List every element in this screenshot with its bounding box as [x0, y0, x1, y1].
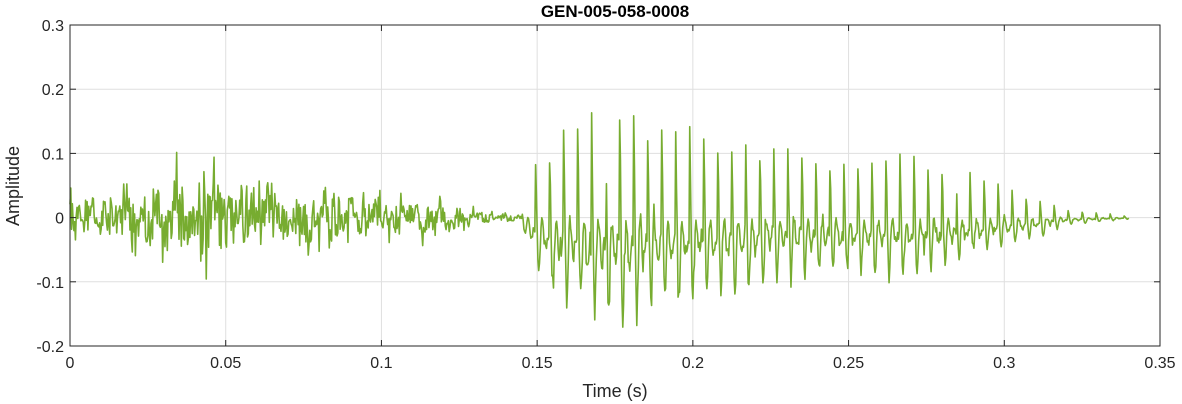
- x-tick-label: 0.1: [370, 355, 392, 372]
- x-axis: 0 0.05 0.1 0.15 0.2 0.25 0.3 0.35: [66, 25, 1176, 372]
- y-tick-label: -0.2: [36, 339, 64, 356]
- x-tick-label: 0.2: [682, 355, 704, 372]
- waveform-line: [69, 112, 1130, 328]
- y-tick-label: 0: [55, 211, 64, 228]
- y-axis: -0.2 -0.1 0 0.1 0.2 0.3: [36, 18, 1160, 356]
- x-tick-label: 0.35: [1144, 355, 1175, 372]
- x-tick-label: 0: [66, 355, 75, 372]
- chart-title: GEN-005-058-0008: [541, 2, 689, 21]
- x-tick-label: 0.3: [993, 355, 1015, 372]
- x-tick-label: 0.15: [522, 355, 553, 372]
- x-tick-label: 0.25: [833, 355, 864, 372]
- x-tick-label: 0.05: [210, 355, 241, 372]
- y-tick-label: -0.1: [36, 275, 64, 292]
- x-axis-label: Time (s): [582, 381, 647, 401]
- y-tick-label: 0.3: [42, 18, 64, 35]
- y-axis-label: Amplitude: [3, 146, 23, 226]
- y-tick-label: 0.1: [42, 146, 64, 163]
- grid: [70, 25, 1160, 346]
- plot-frame: [69, 24, 1161, 347]
- y-tick-label: 0.2: [42, 82, 64, 99]
